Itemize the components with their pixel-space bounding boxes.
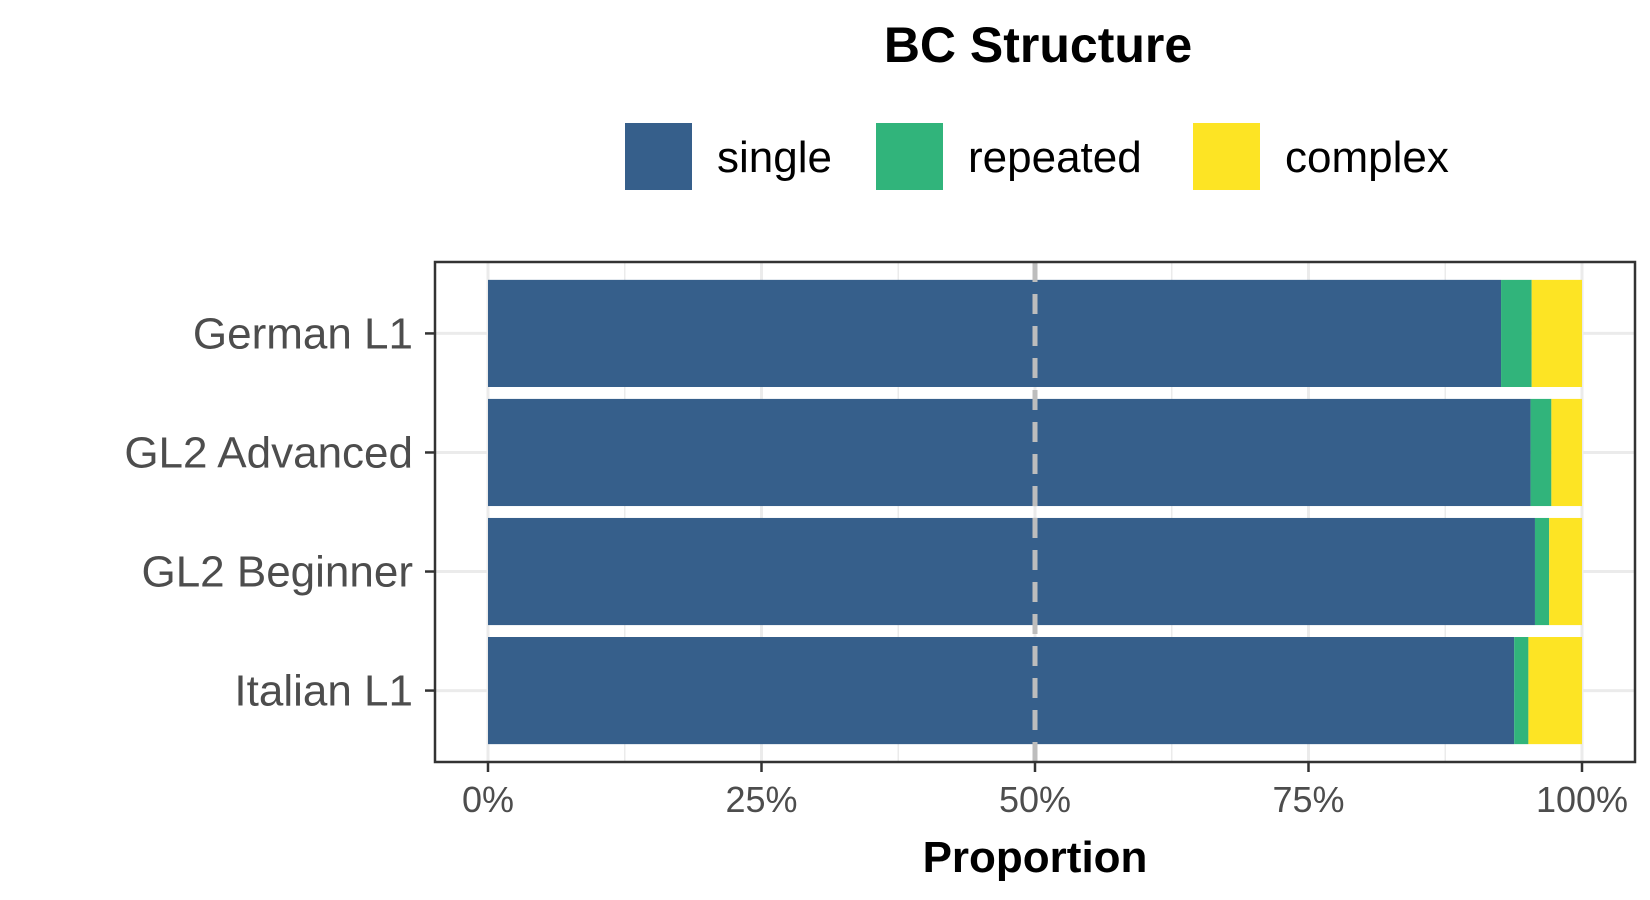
bar-repeated — [1501, 279, 1532, 387]
y-tick-label: GL2 Beginner — [141, 548, 413, 597]
x-tick-label: 0% — [462, 779, 514, 820]
y-tick-label: GL2 Advanced — [124, 428, 413, 477]
legend-swatch — [876, 123, 943, 190]
bar-repeated — [1530, 398, 1552, 507]
y-tick-label: Italian L1 — [234, 667, 413, 716]
legend-label: complex — [1285, 133, 1449, 182]
legend-label: repeated — [968, 133, 1142, 182]
bar-single — [488, 398, 1531, 507]
x-tick-label: 100% — [1536, 779, 1628, 820]
x-tick-label: 50% — [999, 779, 1071, 820]
x-tick-label: 75% — [1272, 779, 1344, 820]
legend-swatch — [1193, 123, 1260, 190]
x-axis: 0% 25% 50% 75% 100% — [462, 762, 1628, 820]
legend-title: BC Structure — [884, 17, 1192, 73]
legend-item-single: single — [625, 123, 832, 190]
bar-complex — [1528, 637, 1582, 745]
y-axis: German L1 GL2 Advanced GL2 Beginner Italian… — [124, 309, 435, 716]
y-tick-label: German L1 — [193, 309, 413, 358]
bar-repeated — [1514, 637, 1529, 745]
bar-single — [488, 279, 1502, 387]
x-tick-label: 25% — [725, 779, 797, 820]
bar-single — [488, 517, 1535, 626]
bar-complex — [1549, 517, 1582, 626]
legend: BC Structure single repeated complex — [625, 17, 1449, 190]
bar-repeated — [1534, 517, 1550, 626]
bar-single — [488, 637, 1515, 745]
bar-complex — [1531, 279, 1582, 387]
plot-panel — [433, 260, 1637, 764]
x-axis-title: Proportion — [923, 833, 1148, 882]
legend-item-complex: complex — [1193, 123, 1449, 190]
legend-label: single — [717, 133, 832, 182]
bars — [488, 279, 1582, 745]
legend-items: single repeated complex — [625, 123, 1449, 190]
legend-item-repeated: repeated — [876, 123, 1142, 190]
legend-swatch — [625, 123, 692, 190]
bar-complex — [1551, 398, 1582, 507]
